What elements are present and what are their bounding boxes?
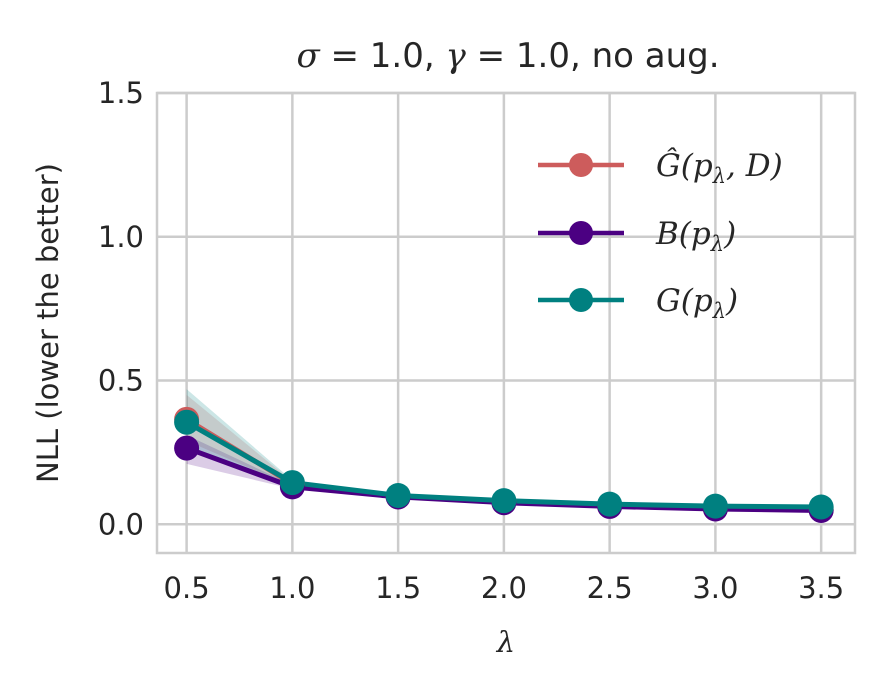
x-tick-label: 1.5 [375, 571, 421, 605]
legend-marker-b [569, 221, 593, 245]
legend-entry-g: G(pλ) [538, 283, 738, 323]
y-tick-label: 1.5 [98, 76, 144, 110]
legend-marker-g [569, 288, 593, 312]
x-tick-label: 3.0 [692, 571, 738, 605]
legend-label-b: B(pλ) [655, 216, 736, 256]
point-g [597, 491, 623, 517]
legend-marker-g-hat [569, 153, 593, 177]
y-tick-label: 0.0 [98, 507, 144, 541]
x-tick-labels: 0.5 1.0 1.5 2.0 2.5 3.0 3.5 [164, 571, 845, 605]
plot-frame [155, 91, 857, 555]
legend-entry-b: B(pλ) [538, 216, 736, 256]
x-tick-label: 2.0 [481, 571, 527, 605]
legend-entry-g-hat: Ĝ(pλ, D) [538, 146, 783, 188]
y-tick-labels: 0.0 0.5 1.0 1.5 [98, 76, 144, 541]
legend: Ĝ(pλ, D) B(pλ) G(pλ) [538, 146, 783, 323]
point-g [491, 488, 517, 514]
point-g [385, 483, 411, 508]
x-tick-label: 1.0 [269, 571, 315, 605]
point-g [808, 494, 834, 520]
series-markers [174, 406, 834, 523]
y-tick-label: 0.5 [98, 364, 144, 398]
x-tick-label: 2.5 [587, 571, 633, 605]
point-g [174, 409, 200, 435]
x-tick-label: 0.5 [164, 571, 210, 605]
point-g [702, 493, 728, 519]
chart-title: σ = 1.0, γ = 1.0, no aug. [296, 36, 719, 76]
x-tick-label: 3.5 [798, 571, 844, 605]
x-axis-label: λ [496, 625, 515, 659]
legend-label-g: G(pλ) [656, 283, 738, 323]
y-axis-label: NLL (lower the better) [31, 163, 65, 483]
y-tick-label: 1.0 [98, 220, 144, 254]
point-g [279, 470, 305, 496]
plot-area [157, 93, 855, 553]
legend-label-g-hat: Ĝ(pλ, D) [656, 146, 783, 188]
point-b [174, 435, 200, 461]
